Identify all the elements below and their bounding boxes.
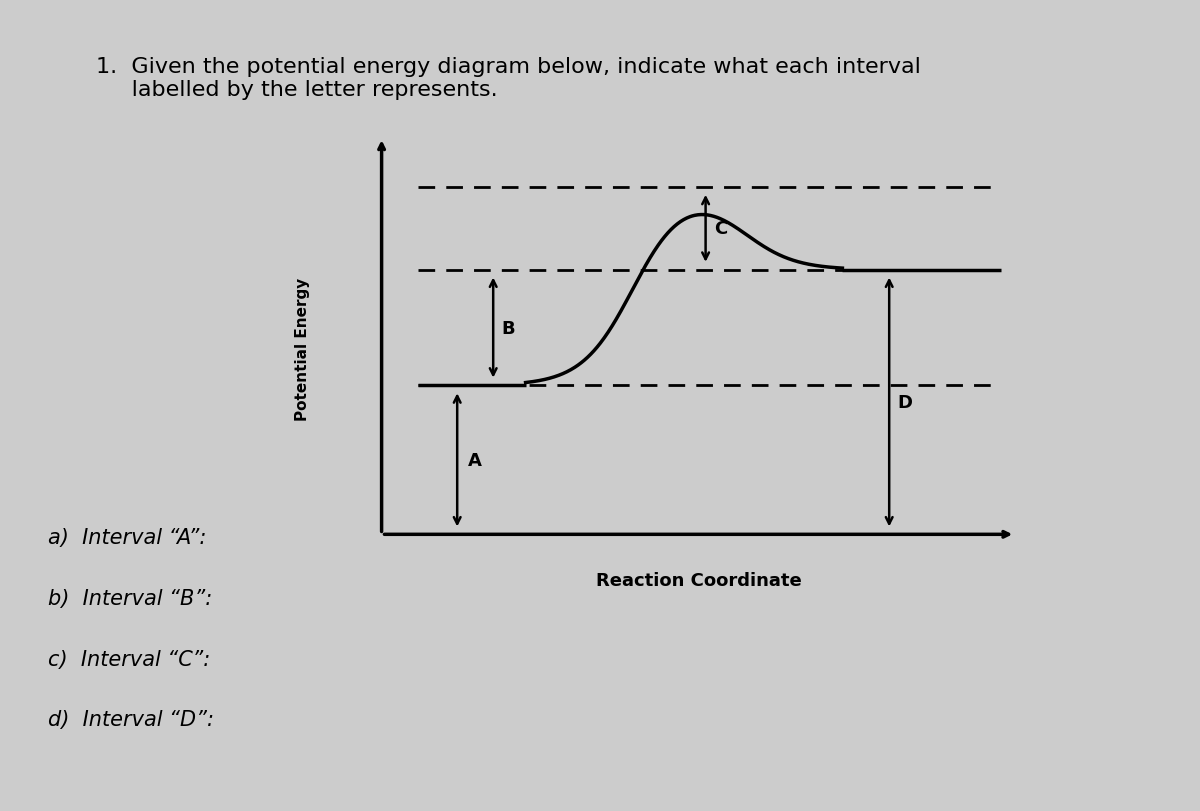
Text: B: B <box>502 320 516 337</box>
Text: Potential Energy: Potential Energy <box>295 277 310 420</box>
Text: C: C <box>714 220 727 238</box>
Text: a)  Interval “A”:: a) Interval “A”: <box>48 527 206 547</box>
Text: 1.  Given the potential energy diagram below, indicate what each interval
     l: 1. Given the potential energy diagram be… <box>96 57 920 100</box>
Text: d)  Interval “D”:: d) Interval “D”: <box>48 710 214 730</box>
Text: A: A <box>468 452 482 470</box>
Text: c)  Interval “C”:: c) Interval “C”: <box>48 649 210 669</box>
Text: b)  Interval “B”:: b) Interval “B”: <box>48 588 212 608</box>
Text: D: D <box>898 393 913 411</box>
Text: Reaction Coordinate: Reaction Coordinate <box>595 571 802 589</box>
